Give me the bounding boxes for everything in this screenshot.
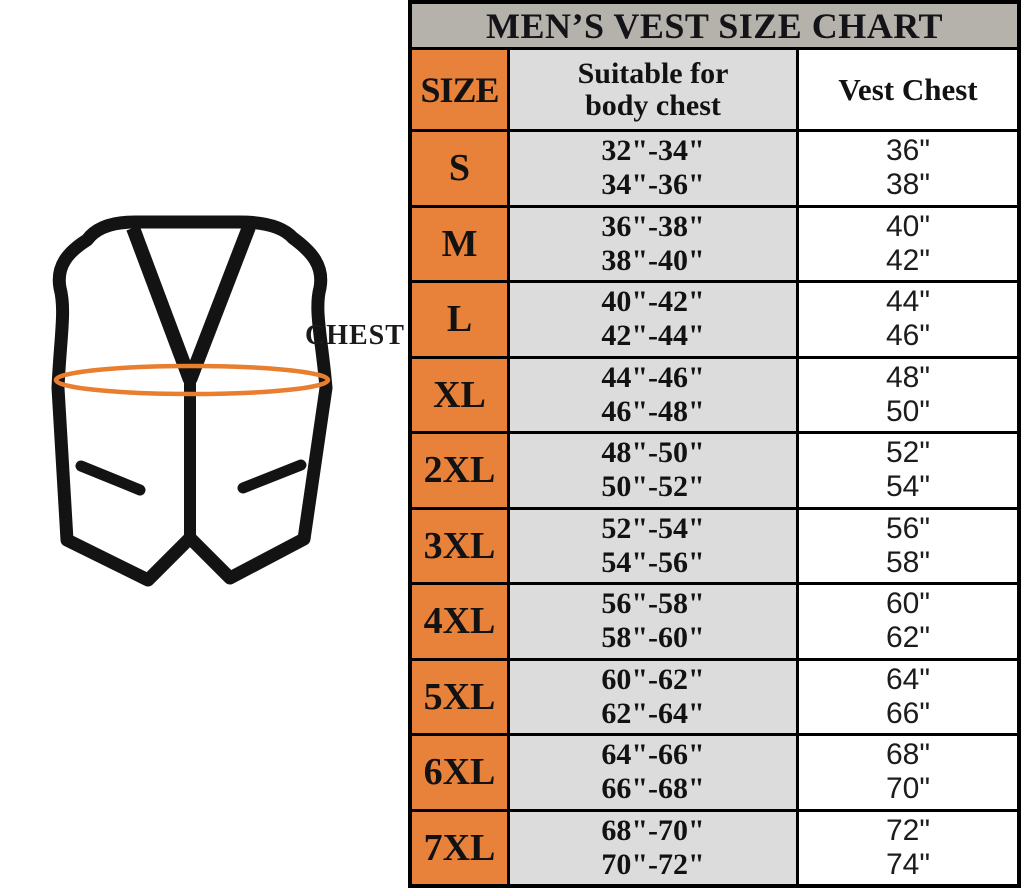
size-cell: 3XL <box>412 509 507 582</box>
vest-chest-cell: 44" 46" <box>799 283 1017 356</box>
vneck-right-edge <box>183 224 256 383</box>
size-cell: L <box>412 283 507 356</box>
size-cell: M <box>412 207 507 280</box>
body-chest-cell: 40"-42" 42"-44" <box>510 283 796 356</box>
size-cell: XL <box>412 358 507 431</box>
vest-chest-cell: 64" 66" <box>799 660 1017 733</box>
size-cell: 6XL <box>412 736 507 809</box>
body-chest-cell: 60"-62" 62"-64" <box>510 660 796 733</box>
column-header-size: SIZE <box>412 50 507 129</box>
left-pocket-welt <box>75 460 146 496</box>
column-header-vest-chest: Vest Chest <box>799 50 1017 129</box>
vest-drawing-svg <box>51 215 333 587</box>
body-chest-cell: 56"-58" 58"-60" <box>510 585 796 658</box>
size-chart-table: MEN’S VEST SIZE CHART SIZE Suitable for … <box>408 0 1021 888</box>
body-chest-cell: 48"-50" 50"-52" <box>510 434 796 507</box>
vneck-left-edge <box>126 225 197 383</box>
right-pocket-welt <box>237 459 307 494</box>
column-header-body-chest: Suitable for body chest <box>510 50 796 129</box>
column-header-body-chest-line1: Suitable for <box>577 57 729 91</box>
vest-chest-cell: 56" 58" <box>799 509 1017 582</box>
size-cell: 7XL <box>412 811 507 884</box>
vest-chest-cell: 68" 70" <box>799 736 1017 809</box>
chest-label: CHEST <box>305 320 405 351</box>
size-cell: S <box>412 132 507 205</box>
size-cell: 5XL <box>412 660 507 733</box>
size-cell: 4XL <box>412 585 507 658</box>
column-header-body-chest-line2: body chest <box>585 88 721 122</box>
body-chest-cell: 44"-46" 46"-48" <box>510 358 796 431</box>
vest-chest-cell: 36" 38" <box>799 132 1017 205</box>
vest-chest-cell: 48" 50" <box>799 358 1017 431</box>
vest-diagram: CHEST <box>0 0 417 892</box>
body-chest-cell: 52"-54" 54"-56" <box>510 509 796 582</box>
vest-chest-cell: 72" 74" <box>799 811 1017 884</box>
body-chest-cell: 36"-38" 38"-40" <box>510 207 796 280</box>
chart-title: MEN’S VEST SIZE CHART <box>412 4 1017 47</box>
chest-measure-ellipse <box>53 363 331 397</box>
size-cell: 2XL <box>412 434 507 507</box>
body-chest-cell: 32"-34" 34"-36" <box>510 132 796 205</box>
vest-chest-cell: 52" 54" <box>799 434 1017 507</box>
vest-chest-cell: 60" 62" <box>799 585 1017 658</box>
vest-chest-cell: 40" 42" <box>799 207 1017 280</box>
body-chest-cell: 64"-66" 66"-68" <box>510 736 796 809</box>
body-chest-cell: 68"-70" 70"-72" <box>510 811 796 884</box>
